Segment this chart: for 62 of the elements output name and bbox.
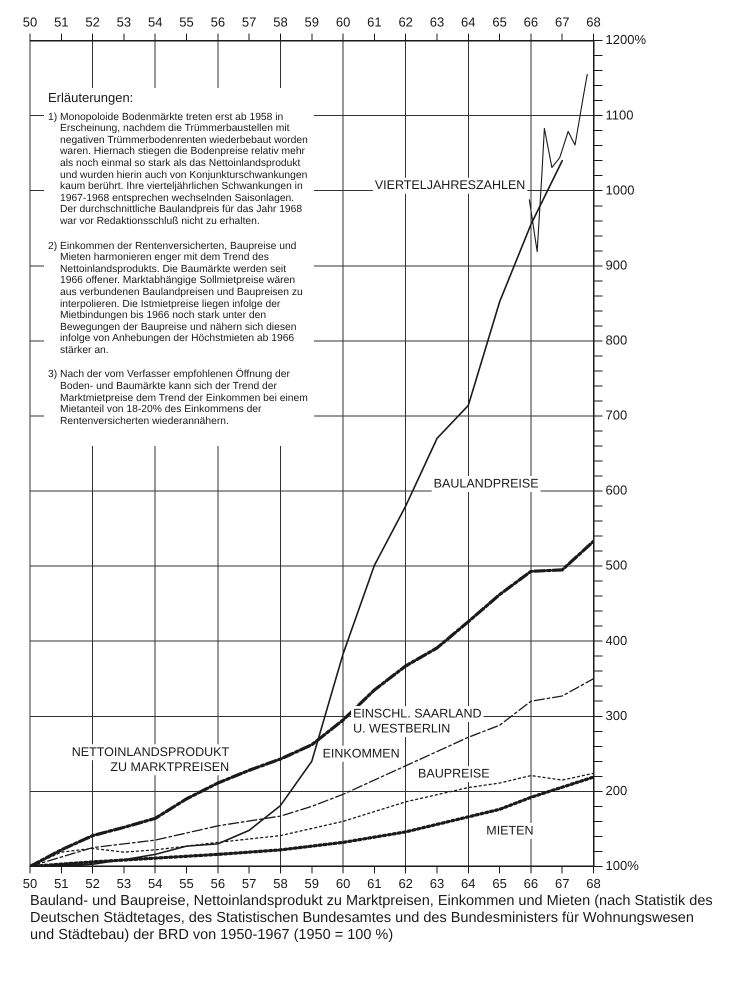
x2-tick-label: 68 [586, 14, 601, 30]
x-tick-label: 61 [367, 876, 382, 891]
x-tick-label: 51 [54, 876, 69, 891]
series-label: BAUPREISE [418, 766, 490, 781]
x2-tick-label: 55 [179, 14, 194, 30]
y-tick-label: 900 [606, 257, 628, 272]
x2-tick-label: 58 [273, 14, 288, 30]
x2-tick-label: 66 [524, 14, 538, 30]
x2-tick-label: 65 [492, 14, 507, 30]
x-tick-label: 58 [273, 876, 288, 891]
series-label: NETTOINLANDSPRODUKT ZU MARKTPREISEN [72, 744, 230, 774]
y-tick-label: 1100 [606, 107, 634, 122]
x2-tick-label: 67 [554, 14, 570, 30]
y-tick-label: 200 [606, 782, 628, 798]
y-tick-label: 400 [606, 632, 628, 648]
x2-tick-label: 61 [367, 14, 382, 30]
text: Bauland- und Baupreise, Nettoinlandsprodukt zu Marktpreisen, Einkommen und Mieten (nach Statistik des Deutschen Städtetages, des Statistischen Bundesamtes und des Bundesministers für Wohnungswesen und Städtebau) der BRD von 1950-1967 (1950 = 100 %) [30, 893, 714, 944]
x-tick-label: 65 [492, 876, 507, 891]
text: 2) Einkommen der Rentenversicherten, Baupreise und Mieten harmonieren enger mit dem Trend des Nettoinlandsprodukts. Die Baumärkte werden seit 1966 offener. Marktabhängige Sollmietpreise wären aus verbundenen Baulandpreisen und Baupreisen zu interpolieren. Die Istmietpreise liegen infolge der Mietbindungen bis 1966 noch stark unter den Bewegungen der Baupreise und nähern sich diesen infolge von Anhebungen der Höchstmieten ab 1966 stärker an. [48, 240, 303, 356]
x-tick-label: 66 [524, 876, 538, 891]
x2-tick-label: 62 [398, 14, 413, 30]
annotation: 3) Nach der vom Verfasser empfohlenen Öffnung der Boden- und Baumärkte kann sich der Trend der Marktmietpreise dem Trend der Einkommen bei einem Mietanteil von 18-20% des Einkommens der Rentenversicherten wiederannähern. [48, 369, 309, 428]
x2-tick-label: 54 [148, 14, 162, 30]
annotation: Erläuterungen: [48, 90, 134, 105]
x-tick-label: 63 [430, 876, 444, 891]
series-label: VIERTELJAHRESZAHLEN [374, 178, 526, 192]
series-label: MIETEN [486, 823, 534, 838]
x-tick-label: 56 [210, 876, 226, 891]
x2-tick-label: 57 [242, 14, 256, 30]
x-tick-label: 67 [554, 876, 570, 891]
x-tick-label: 55 [179, 876, 194, 891]
x2-tick-label: 50 [22, 14, 38, 30]
x2-tick-label: 52 [85, 14, 100, 30]
x-tick-label: 60 [336, 876, 350, 891]
x-tick-label: 52 [85, 876, 100, 891]
x-tick-label: 59 [304, 876, 319, 891]
x-tick-label: 64 [461, 876, 476, 891]
x-tick-label: 68 [586, 876, 601, 891]
x-tick-label: 50 [22, 876, 38, 891]
y-tick-label: 800 [606, 332, 628, 348]
y-tick-label: 700 [606, 408, 628, 423]
x2-tick-label: 60 [336, 14, 350, 30]
y-tick-label: 300 [606, 708, 628, 723]
x2-tick-label: 59 [304, 14, 319, 30]
series-label: BAULANDPREISE [434, 476, 539, 491]
x2-tick-label: 63 [430, 14, 444, 30]
y-tick-label: 1200% [606, 32, 646, 48]
x2-tick-label: 56 [210, 14, 226, 30]
y-tick-label: 500 [606, 558, 628, 573]
annotation: EINSCHL. SAARLAND U. WESTBERLIN [353, 706, 482, 736]
x2-tick-label: 64 [461, 14, 476, 30]
x2-tick-label: 53 [116, 14, 132, 30]
text: 1) Monopoloide Bodenmärkte treten erst ab 1958 in Erscheinung, nachdem die Trümmerbaustellen mit negativen Trümmerbodenrenten wiederbebaut worden waren. Hiernach stiegen die Bodenpreise relativ mehr als noch einmal so stark als das Nettoinlandsprodukt und wurden hierin auch von Konjunkturschwankungen kaum berührt. Ihre vierteljährlichen Schwankungen in 1967-1968 entsprechen wechselnden Saisonlagen. Der durchschnittliche Baulandpreis für das Jahr 1968 war vor Redaktionsschluß nicht zu erhalten. [48, 112, 308, 227]
x2-tick-label: 51 [54, 14, 69, 30]
y-tick-label: 600 [606, 482, 628, 498]
series-label: EINKOMMEN [322, 746, 400, 760]
y-tick-label: 1000 [606, 182, 634, 198]
x-tick-label: 54 [148, 876, 162, 891]
y-tick-label: 100% [606, 858, 640, 873]
x-tick-label: 53 [116, 876, 132, 891]
x-tick-label: 57 [242, 876, 256, 891]
x-tick-label: 62 [398, 876, 413, 891]
